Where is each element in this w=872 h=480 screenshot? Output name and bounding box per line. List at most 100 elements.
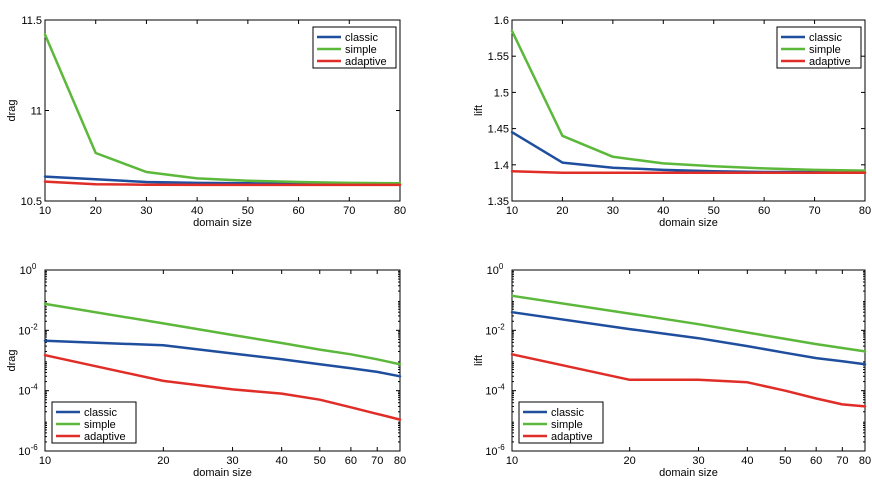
x-tick-label: 40 xyxy=(657,205,669,217)
x-tick-label: 70 xyxy=(836,455,848,467)
y-tick-label: 1.5 xyxy=(494,87,509,99)
x-tick-label: 70 xyxy=(808,205,820,217)
y-tick-label: 10.5 xyxy=(21,196,42,208)
x-tick-label: 80 xyxy=(394,455,406,467)
x-tick-label: 20 xyxy=(556,205,568,217)
x-tick-label: 20 xyxy=(157,455,169,467)
y-tick-label-exponent: -2 xyxy=(498,322,506,331)
x-tick-label: 30 xyxy=(140,205,152,217)
x-tick-label: 50 xyxy=(779,455,791,467)
series-line-classic xyxy=(43,339,402,378)
y-tick-label: 1.6 xyxy=(494,15,509,27)
legend-label-simple: simple xyxy=(84,419,116,431)
x-tick-label: 50 xyxy=(708,205,720,217)
x-axis-label: domain size xyxy=(193,217,252,229)
x-tick-label: 40 xyxy=(191,205,203,217)
y-tick-label: 1.35 xyxy=(488,196,509,208)
y-tick-label-exponent: -4 xyxy=(498,383,506,392)
legend-label-classic: classic xyxy=(551,407,585,419)
x-tick-label: 70 xyxy=(371,455,383,467)
x-tick-label: 10 xyxy=(506,205,518,217)
legend-label-adaptive: adaptive xyxy=(345,56,387,68)
y-tick-label-base: 10 xyxy=(20,265,32,277)
x-tick-label: 60 xyxy=(292,205,304,217)
y-tick-label-base: 10 xyxy=(18,325,30,337)
y-tick-label-base: 10 xyxy=(18,446,30,458)
y-tick-label-exponent: -4 xyxy=(31,383,39,392)
x-tick-label: 80 xyxy=(394,205,406,217)
x-tick-label: 50 xyxy=(242,205,254,217)
series-line-adaptive xyxy=(43,180,402,187)
y-tick-label-base: 10 xyxy=(485,386,497,398)
y-tick-label: 1.45 xyxy=(488,124,509,136)
y-axis-label: lift xyxy=(473,355,485,366)
y-tick-label-exponent: 0 xyxy=(32,262,37,271)
y-tick-label: 1.55 xyxy=(488,51,509,63)
legend-label-adaptive: adaptive xyxy=(809,56,851,68)
y-tick-label: 11.5 xyxy=(21,15,42,27)
y-axis-label: drag xyxy=(6,99,18,121)
y-tick-label-exponent: -6 xyxy=(498,443,506,452)
series-line-adaptive xyxy=(510,170,867,175)
plot-area-frame xyxy=(511,269,866,452)
x-tick-label: 10 xyxy=(39,205,51,217)
x-tick-label: 10 xyxy=(506,455,518,467)
y-tick-label: 10-2 xyxy=(18,322,38,337)
y-tick-label: 10-6 xyxy=(18,443,38,458)
y-tick-label-base: 10 xyxy=(485,446,497,458)
x-tick-label: 30 xyxy=(692,455,704,467)
x-tick-label: 80 xyxy=(859,205,871,217)
series-line-classic xyxy=(510,130,867,175)
y-tick-label: 10-2 xyxy=(485,322,505,337)
y-tick-label-exponent: -6 xyxy=(31,443,39,452)
plot-area-frame xyxy=(511,19,866,202)
x-axis-label: domain size xyxy=(659,217,718,229)
series-line-simple xyxy=(510,29,867,172)
x-tick-label: 60 xyxy=(345,455,357,467)
series-line-simple xyxy=(510,294,867,353)
legend-label-classic: classic xyxy=(84,407,118,419)
y-tick-label-exponent: -2 xyxy=(31,322,39,331)
x-tick-label: 60 xyxy=(810,455,822,467)
y-tick-label: 10-6 xyxy=(485,443,505,458)
x-tick-label: 30 xyxy=(607,205,619,217)
chart-panel-1: 10 20 30 40 50 60 70 80 10.5 11 11.5 domain size dra… xyxy=(6,15,406,229)
legend-label-classic: classic xyxy=(809,32,843,44)
series-line-simple xyxy=(43,302,402,366)
legend-label-classic: classic xyxy=(345,32,379,44)
x-tick-label: 40 xyxy=(741,455,753,467)
y-tick-label: 10-4 xyxy=(485,383,505,398)
y-tick-label: 1.4 xyxy=(494,160,509,172)
series-line-simple xyxy=(43,33,402,185)
legend-label-adaptive: adaptive xyxy=(551,431,593,443)
y-tick-label: 10-4 xyxy=(18,383,38,398)
x-tick-label: 70 xyxy=(343,205,355,217)
y-tick-label-base: 10 xyxy=(18,386,30,398)
y-tick-label-exponent: 0 xyxy=(499,262,504,271)
legend-label-simple: simple xyxy=(551,419,583,431)
x-tick-label: 80 xyxy=(859,455,871,467)
legend-box xyxy=(518,401,604,444)
x-tick-label: 20 xyxy=(624,455,636,467)
series-line-classic xyxy=(510,310,867,366)
y-tick-label: 100 xyxy=(487,262,504,277)
y-tick-label: 100 xyxy=(20,262,37,277)
legend-label-simple: simple xyxy=(345,44,377,56)
y-tick-label-base: 10 xyxy=(487,265,499,277)
x-tick-label: 40 xyxy=(276,455,288,467)
chart-panel-2: 10 20 30 40 50 60 70 80 1.35 1.4 1.45 1.5 1.55 1.6 dom… xyxy=(473,15,871,229)
y-axis-label: drag xyxy=(6,349,18,371)
legend-label-adaptive: adaptive xyxy=(84,431,126,443)
legend-label-simple: simple xyxy=(809,44,841,56)
x-tick-label: 10 xyxy=(39,455,51,467)
y-tick-label-base: 10 xyxy=(485,325,497,337)
y-tick-label: 11 xyxy=(31,106,42,118)
plot-area-frame xyxy=(44,269,401,452)
series-line-adaptive xyxy=(510,353,867,408)
